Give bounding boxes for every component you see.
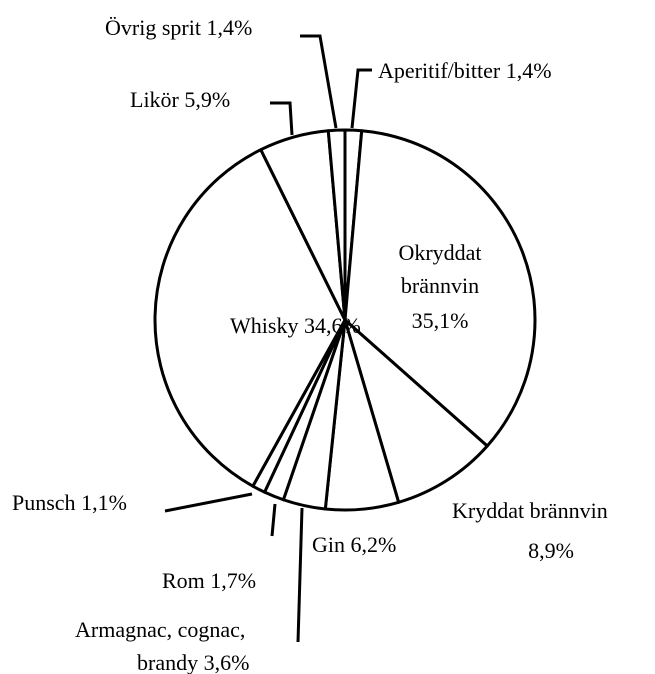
pie-slice [343, 318, 489, 504]
pie-slice [153, 148, 347, 488]
pie-slice [343, 129, 537, 448]
slice-label: Punsch [12, 490, 76, 515]
slice-value-label: 5,9% [184, 87, 230, 112]
slice-value-label: 3,6% [204, 650, 250, 674]
slice-value-label: 1,7% [210, 568, 256, 593]
slice-label: Rom [162, 568, 205, 593]
leader-line [300, 34, 338, 129]
slice-value-label: 1,1% [81, 490, 127, 515]
leader-line [296, 507, 304, 643]
slice-label: Övrig sprit [105, 15, 201, 40]
slice-label: Likör [130, 87, 180, 112]
slices [153, 128, 537, 512]
slice-label: Armagnac, cognac, brandy [75, 617, 245, 674]
leader-line [350, 68, 372, 129]
slice-value-label: 1,4% [206, 15, 252, 40]
leader-line [164, 492, 253, 513]
slice-label: Aperitif/bitter [378, 58, 501, 83]
slice-value-label: 8,9% [528, 538, 574, 563]
slice-label: Kryddat brännvin [452, 498, 608, 523]
slice-label: Gin [312, 532, 345, 557]
slice-value-label: 35,1% [412, 308, 469, 333]
slice-value-label: 1,4% [506, 58, 552, 83]
slice-label: Okryddat brännvin [398, 240, 481, 298]
slice-label: Whisky [230, 313, 298, 338]
slice-value-label: 34,6% [304, 313, 361, 338]
pie-slice [326, 128, 347, 322]
leader-line [270, 101, 294, 136]
leader-line [270, 503, 277, 537]
leader-lines [164, 34, 372, 643]
slice-value-label: 6,2% [351, 532, 397, 557]
